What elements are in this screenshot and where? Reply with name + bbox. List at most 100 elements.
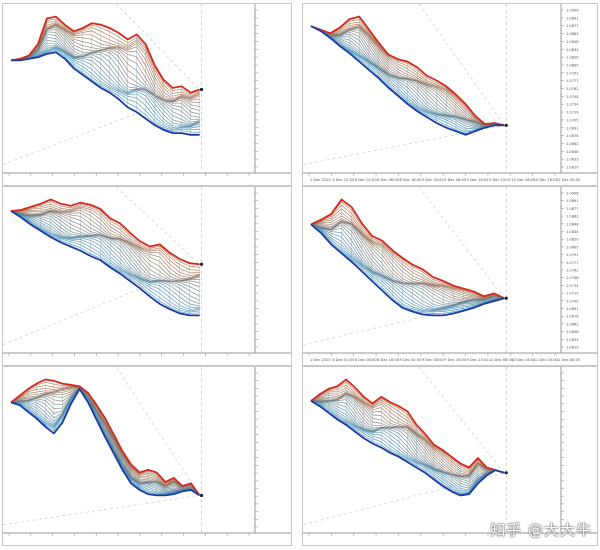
y-tick-label: 1.0705 (566, 299, 579, 303)
x-tick-label: 10 Dec 16:00 (511, 358, 536, 362)
mesh-line (10, 203, 200, 271)
series-lower-line (10, 387, 201, 497)
y-tick-label: 1.0648 (566, 150, 579, 154)
x-tick-label: 10 Dec 16:00 (534, 178, 559, 182)
mesh-line (310, 224, 505, 308)
y-tick-label: 1.0748 (566, 95, 579, 99)
mesh-line (10, 210, 200, 301)
x-tick-label: 3 Dec 22:00 (332, 178, 355, 182)
mesh-line (10, 22, 200, 99)
mesh-line (10, 48, 200, 131)
mesh-line (310, 224, 505, 309)
x-tick-label: 9 Dec 00:00 (399, 358, 422, 362)
x-tick-label: 11 Dec 08:00 (556, 358, 581, 362)
projection-upper-line (418, 367, 505, 474)
y-tick-label: 1.0848 (566, 40, 579, 44)
projection-lower-line (3, 263, 200, 346)
x-tick-label: 10 Dec 08:00 (489, 358, 514, 362)
chart-svg: 1.0906 1.0891 1.0877 1.0863 1.0848 1.0834 1.08… (303, 4, 597, 182)
y-tick-label: 1.0863 (566, 215, 579, 219)
mesh-line (10, 206, 200, 274)
mesh-line (310, 224, 505, 311)
mesh-line (10, 210, 200, 305)
y-tick-label: 1.0619 (566, 166, 579, 170)
x-tick-label: 10 Dec 08:00 (511, 178, 536, 182)
y-tick-label: 1.0762 (566, 269, 579, 273)
x-tick-label: 1 Dec 2020 (310, 178, 331, 182)
y-tick-label: 1.0676 (566, 134, 579, 138)
series-lower-line (11, 51, 200, 136)
endpoint-marker (504, 123, 508, 127)
y-tick-label: 1.0619 (566, 346, 579, 350)
x-tick-label: 9 Dec 23:00 (489, 178, 512, 182)
projection-upper-line (116, 187, 200, 265)
series-upper-line (310, 378, 505, 474)
mesh-line (10, 39, 200, 125)
y-tick-label: 1.0691 (566, 126, 579, 130)
series-upper-line (10, 198, 200, 266)
series-lower-line (310, 25, 505, 136)
y-tick-label: 1.0777 (566, 79, 579, 83)
mesh-line (10, 210, 200, 312)
mesh-line (310, 224, 505, 312)
y-tick-label: 1.0734 (566, 284, 579, 288)
mesh-line (10, 50, 200, 133)
series-lower-line (10, 210, 200, 317)
chart-panel-bottom-left (2, 366, 292, 546)
y-tick-label: 1.0662 (566, 322, 579, 326)
series-lower-line (310, 400, 505, 497)
x-tick-label: 8 Dec 16:00 (399, 178, 422, 182)
y-tick-label: 1.0820 (566, 238, 579, 242)
mesh-line (10, 210, 200, 314)
series-upper-line (10, 15, 200, 94)
y-tick-label: 1.0805 (566, 63, 579, 67)
mesh-line (310, 215, 505, 299)
y-tick-label: 1.0791 (566, 253, 579, 257)
mesh-line (10, 47, 200, 129)
mesh-line (10, 210, 200, 313)
mesh-line (10, 210, 200, 292)
y-tick-label: 1.0691 (566, 307, 579, 311)
y-tick-label: 1.0891 (566, 199, 579, 203)
chart-svg (303, 367, 597, 536)
endpoint-marker (504, 296, 508, 300)
mesh-line (310, 218, 505, 300)
mesh-line (10, 46, 200, 127)
y-tick-label: 1.0762 (566, 87, 579, 91)
mesh-line (10, 33, 200, 120)
chart-panel-top-right: 1.0906 1.0891 1.0877 1.0863 1.0848 1.0834 1.08… (302, 3, 598, 186)
mesh-line (10, 29, 200, 115)
y-tick-label: 1.0891 (566, 16, 579, 20)
mesh-line (10, 210, 200, 307)
y-tick-label: 1.0719 (566, 292, 579, 296)
y-tick-label: 1.0834 (566, 48, 579, 52)
y-tick-label: 1.0848 (566, 222, 579, 226)
series-upper-line (10, 378, 201, 496)
chart-panel-top-left (2, 3, 292, 186)
projection-upper-line (116, 4, 200, 90)
mesh-line (310, 220, 505, 300)
mesh-line (10, 210, 200, 279)
y-tick-label: 1.0863 (566, 32, 579, 36)
mesh-line (10, 45, 200, 127)
mesh-line (10, 209, 200, 278)
projection-lower-line (303, 297, 505, 346)
mesh-line (10, 23, 200, 100)
x-tick-label: 9 Dec 08:00 (422, 358, 445, 362)
mesh-line (10, 47, 200, 130)
y-tick-label: 1.0662 (566, 142, 579, 146)
projection-upper-line (418, 4, 505, 126)
y-tick-label: 1.0820 (566, 56, 579, 60)
projection-upper-line (116, 367, 200, 496)
y-tick-label: 1.0719 (566, 111, 579, 115)
projection-upper-line (418, 187, 505, 299)
y-tick-label: 1.0877 (566, 207, 579, 211)
mesh-line (10, 210, 200, 297)
chart-panel-middle-right: 1.0906 1.0891 1.0877 1.0863 1.0848 1.0834 1.08… (302, 186, 598, 366)
x-tick-label: 9 Dec 16:00 (467, 178, 490, 182)
mesh-line (310, 224, 505, 313)
x-tick-label: 9 Dec 23:00 (467, 358, 490, 362)
x-tick-label: 1 Dec 2020 (310, 358, 331, 362)
endpoint-marker (504, 471, 508, 475)
y-tick-label: 1.0734 (566, 103, 579, 107)
